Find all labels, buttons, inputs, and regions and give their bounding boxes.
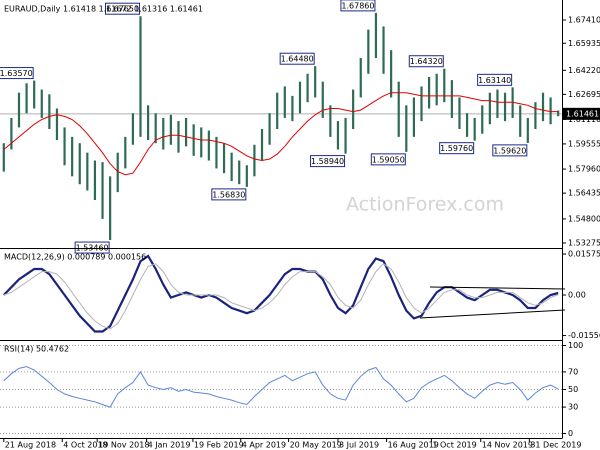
price-annotation: 1.64320	[408, 55, 444, 68]
annotation-label: 1.63570	[0, 69, 33, 78]
annotation-label: 1.67860	[341, 1, 374, 10]
annotation-box	[279, 52, 315, 65]
annotation-box	[370, 153, 406, 166]
indicator-line	[3, 263, 559, 330]
price-annotation: 1.53460	[74, 241, 110, 254]
price-annotation: 1.64480	[279, 52, 315, 65]
annotation-box	[408, 55, 444, 68]
x-tick-label: 31 Dec 2019	[530, 441, 581, 450]
annotation-box	[74, 241, 110, 254]
annotation-box	[439, 142, 475, 155]
y-tick-label: 30	[568, 403, 578, 412]
x-tick-label: 19 Nov 2018	[98, 441, 149, 450]
annotation-box	[477, 73, 513, 86]
x-tick-label: 3 Jul 2019	[339, 441, 379, 450]
annotation-box	[310, 155, 346, 168]
y-tick-label: 1.67410	[568, 15, 600, 24]
annotation-label: 1.59050	[372, 155, 405, 164]
y-tick-label: 1.53275	[568, 238, 600, 247]
x-tick-label: 4 Jan 2019	[148, 441, 191, 450]
x-tick-label: 14 Nov 2019	[482, 441, 533, 450]
y-tick-label: 1.57960	[568, 165, 600, 174]
price-annotation: 1.67650	[105, 2, 140, 15]
y-tick-label: 1.62695	[568, 90, 600, 99]
annotation-label: 1.64480	[281, 55, 314, 64]
y-tick-label: 1.65935	[568, 39, 600, 48]
y-tick-label: 50	[568, 385, 578, 394]
annotation-label: 1.59760	[440, 144, 473, 153]
price-annotation: 1.59050	[370, 153, 406, 166]
panel-title: EURAUD,Daily 1.61418 1.61672 1.61316 1.6…	[4, 5, 203, 14]
price-annotation: 1.56830	[211, 188, 247, 201]
x-tick-label: 16 Aug 2019	[388, 441, 439, 450]
y-tick-label: 1.56435	[568, 189, 600, 198]
x-tick-label: 20 May 2019	[290, 441, 342, 450]
x-tick-label: 19 Feb 2019	[194, 441, 244, 450]
price-annotation: 1.63570	[0, 67, 34, 80]
y-tick-label: 70	[568, 367, 578, 376]
annotation-label: 1.63140	[478, 76, 511, 85]
y-tick-label: 1.59555	[568, 139, 600, 148]
price-annotation: 1.59620	[492, 144, 528, 157]
annotation-label: 1.67650	[106, 5, 139, 14]
last-price-label: 1.61461	[566, 109, 599, 118]
indicator-line	[3, 254, 559, 333]
x-tick-label: 4 Oct 2018	[63, 441, 107, 450]
price-annotation: 1.63140	[477, 73, 513, 86]
annotation-box	[492, 144, 528, 157]
annotation-label: 1.58940	[311, 157, 344, 166]
x-tick-label: 21 Aug 2018	[5, 441, 56, 450]
annotation-label: 1.56830	[212, 190, 245, 199]
x-tick-label: 1 Oct 2019	[432, 441, 476, 450]
annotation-box	[340, 0, 376, 12]
y-tick-label: 1.64220	[568, 66, 600, 75]
y-tick-label: 1.54800	[568, 214, 600, 223]
indicator-line	[3, 366, 559, 408]
annotation-box	[0, 67, 34, 80]
price-annotation: 1.58940	[310, 155, 346, 168]
annotation-label: 1.59620	[493, 146, 526, 155]
annotation-box	[211, 188, 247, 201]
last-price-box	[563, 107, 600, 120]
y-tick-label: 0.00	[568, 291, 586, 300]
y-tick-label: 0.01575	[568, 250, 600, 259]
annotation-box	[105, 2, 140, 15]
moving-average	[3, 92, 559, 176]
price-annotation: 1.59760	[439, 142, 475, 155]
y-tick-label: -0.015568	[568, 331, 600, 340]
trend-line	[429, 286, 566, 290]
trend-line	[419, 309, 566, 319]
panel-title: MACD(12,26,9) 0.000789 0.000156	[4, 253, 146, 262]
x-tick-label: 4 Apr 2019	[242, 441, 286, 450]
y-tick-label: 100	[568, 341, 583, 350]
price-annotation: 1.67860	[340, 0, 376, 12]
watermark: ActionForex.com	[346, 194, 504, 216]
y-tick-label: 0	[568, 429, 573, 438]
annotation-label: 1.64320	[410, 57, 443, 66]
panel-title: RSI(14) 50.4762	[4, 345, 69, 354]
